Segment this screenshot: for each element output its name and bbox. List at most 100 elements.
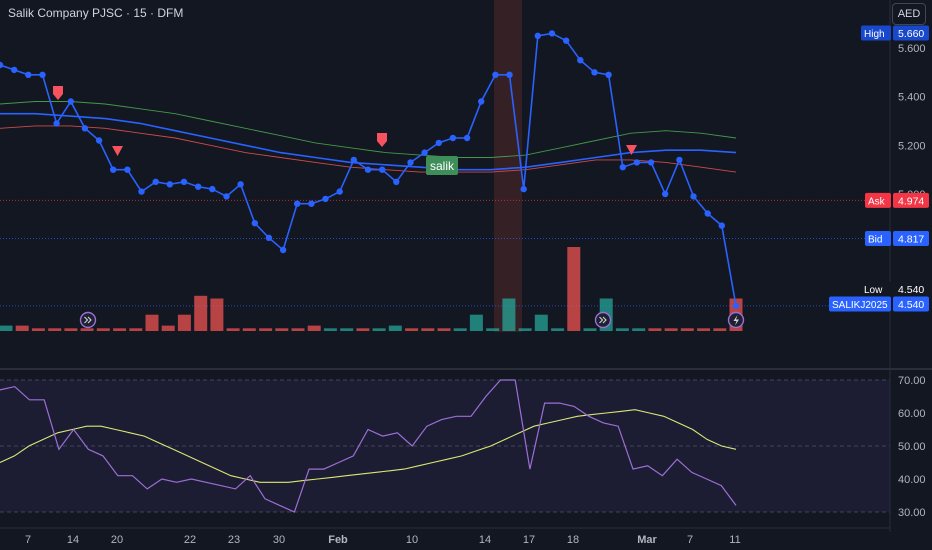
volume-bar <box>648 328 662 331</box>
price-point <box>237 181 244 188</box>
volume-bar <box>15 325 29 331</box>
price-label-tag-bg <box>861 25 891 41</box>
rsi-series <box>0 379 737 513</box>
price-point <box>647 159 655 166</box>
price-point <box>308 200 315 207</box>
price-point <box>11 66 18 74</box>
price-point <box>322 195 329 203</box>
price-tick: 5.400 <box>898 92 926 104</box>
price-point <box>478 98 485 105</box>
volume-bar <box>421 328 435 331</box>
rsi-tick: 50.00 <box>898 441 926 453</box>
volume-bar <box>567 247 581 331</box>
volume-bar <box>210 298 224 331</box>
volume-bar <box>64 328 78 331</box>
sell-signal-marker <box>626 145 637 155</box>
price-label-tag-bg <box>865 231 891 247</box>
volume-bar <box>356 328 370 331</box>
time-axis-label: 30 <box>273 534 285 546</box>
sell-signal-marker <box>112 146 123 156</box>
volume-bar <box>615 328 629 331</box>
price-point <box>591 69 598 76</box>
time-axis-label: 20 <box>111 534 123 546</box>
time-axis-label: 18 <box>567 534 579 546</box>
volume-bar <box>664 328 678 331</box>
volume-bar <box>177 314 191 331</box>
volume-bar <box>194 295 208 331</box>
price-point <box>520 185 527 193</box>
time-axis[interactable]: 7 14 20 22 23 30 Feb 10 14 17 18 Mar 7 11 <box>25 534 741 546</box>
rsi-scale[interactable]: 70.00 60.00 50.00 40.00 30.00 <box>889 370 926 532</box>
price-point <box>166 181 173 188</box>
price-label-value-bg <box>893 281 929 297</box>
price-point <box>619 164 626 171</box>
price-point <box>435 139 442 147</box>
price-point <box>95 137 103 144</box>
pane-divider[interactable] <box>0 368 932 370</box>
price-point <box>506 71 513 79</box>
price-point <box>81 125 89 132</box>
price-point <box>463 134 471 142</box>
signal-markers: salik <box>53 86 637 175</box>
fast-forward-icon[interactable] <box>79 311 97 329</box>
price-label-tag-bg <box>865 192 891 208</box>
volume-bar <box>453 328 467 331</box>
salik-event-label[interactable]: salik <box>430 159 455 173</box>
volume-bar <box>145 314 159 331</box>
price-point <box>605 71 612 79</box>
symbol-title[interactable]: Salik Company PJSC · 15 · DFM <box>8 6 184 20</box>
volume-bar <box>405 328 419 331</box>
price-point <box>548 30 556 37</box>
price-label-tag: High <box>864 29 885 40</box>
price-point <box>690 193 697 200</box>
time-axis-label: Feb <box>328 534 348 546</box>
volume-bar <box>583 328 597 331</box>
price-scale[interactable]: 5.6005.4005.2005.000High5.660Ask4.974Bid… <box>829 0 929 532</box>
price-point <box>718 222 725 229</box>
keltner-channel <box>0 101 737 173</box>
volume-bar <box>632 328 646 331</box>
rsi-line <box>0 379 737 513</box>
price-point <box>534 32 541 39</box>
price-point <box>294 200 301 207</box>
volume-bar <box>486 328 500 331</box>
volume-bar <box>48 328 62 331</box>
price-point <box>195 183 202 190</box>
time-axis-label: 10 <box>406 534 418 546</box>
price-point <box>152 178 159 185</box>
price-label-value: 4.974 <box>898 195 924 207</box>
price-point <box>577 57 584 64</box>
price-tick: 5.600 <box>898 43 926 55</box>
volume-bar <box>713 328 727 331</box>
price-point <box>279 246 287 254</box>
price-point <box>407 159 414 166</box>
event-icons[interactable] <box>79 311 745 329</box>
currency-button[interactable]: AED <box>892 3 926 25</box>
sell-signal-marker <box>377 133 387 147</box>
price-point <box>364 166 372 173</box>
price-point <box>732 302 740 310</box>
salik-event-label-bg[interactable] <box>426 156 458 175</box>
volume-bar <box>502 298 516 331</box>
price-point <box>704 210 711 217</box>
price-label-tag: SALIKJ2025 <box>832 300 888 311</box>
price-label-value: 4.817 <box>898 234 924 246</box>
volume-bar <box>275 328 289 331</box>
price-point <box>124 166 131 173</box>
price-point <box>265 234 273 241</box>
price-tick: 5.200 <box>898 140 926 152</box>
price-point <box>393 178 400 185</box>
volume-bars <box>0 247 743 331</box>
volume-bar <box>680 328 694 331</box>
volume-bar <box>697 328 711 331</box>
time-axis-label: 17 <box>523 534 535 546</box>
volume-bar <box>161 325 175 331</box>
price-point <box>379 166 386 173</box>
price-point <box>180 178 188 185</box>
lightning-icon[interactable] <box>727 311 745 329</box>
rsi-ma-line <box>0 409 737 483</box>
rsi-tick: 70.00 <box>898 375 926 387</box>
fast-forward-icon[interactable] <box>594 311 612 329</box>
volume-bar <box>437 328 451 331</box>
